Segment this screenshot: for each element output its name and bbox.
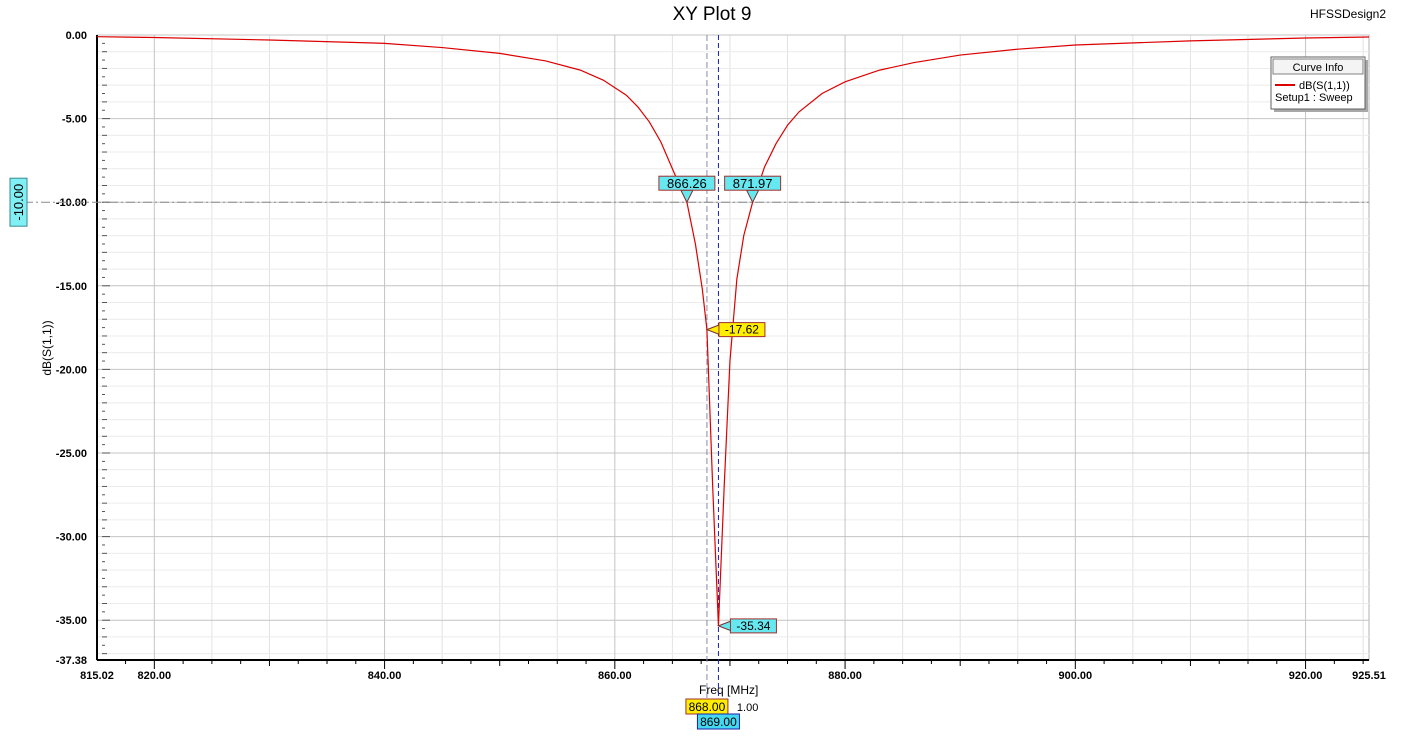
legend-setup-label: Setup1 : Sweep — [1275, 92, 1353, 104]
legend-title-bar — [1272, 58, 1364, 75]
y-tick-label: -5.00 — [62, 114, 87, 126]
marker-box — [724, 175, 782, 191]
x-tick-label: 820.00 — [138, 670, 172, 682]
x-tick-label: 815.02 — [80, 670, 114, 682]
x-tick-label: 860.00 — [598, 670, 632, 682]
y-tick-label: -15.00 — [56, 281, 87, 293]
marker-label: -17.62 — [725, 323, 759, 337]
marker-box — [658, 175, 716, 191]
x-tick-label: 840.00 — [368, 670, 402, 682]
marker-label: 871.97 — [733, 176, 773, 191]
cursor-delta-label: 1.00 — [737, 702, 758, 714]
x-tick-label: 900.00 — [1058, 670, 1092, 682]
marker-label: 866.26 — [667, 176, 707, 191]
reference-line-badge — [9, 177, 28, 227]
grid — [96, 34, 1370, 661]
chart-title: XY Plot 9 — [673, 4, 752, 25]
marker-box — [729, 618, 777, 634]
x-axis-title: Freq [MHz] — [699, 683, 758, 697]
cursor-value-label: 868.00 — [689, 700, 726, 714]
x-tick-label: 920.00 — [1289, 670, 1323, 682]
y-tick-label: -10.00 — [56, 197, 87, 209]
x-tick-label: 925.51 — [1352, 670, 1386, 682]
reference-line-label: -10.00 — [11, 184, 26, 221]
legend-series-label: dB(S(1,1)) — [1299, 80, 1350, 92]
y-tick-label: -25.00 — [56, 448, 87, 460]
legend-title: Curve Info — [1293, 62, 1344, 74]
y-tick-label: 0.00 — [66, 30, 87, 42]
y-tick-label: -37.38 — [56, 655, 87, 667]
cursor-value-box — [696, 713, 740, 730]
y-axis-title: dB(S(1,1)) — [40, 320, 54, 375]
y-tick-label: -35.00 — [56, 615, 87, 627]
marker-label: -35.34 — [736, 619, 770, 633]
marker-box — [718, 322, 766, 338]
plot-area — [96, 34, 1370, 661]
design-name: HFSSDesign2 — [1310, 7, 1386, 21]
legend[interactable]: Curve Info dB(S(1,1))Setup1 : Sweep — [1270, 56, 1368, 112]
y-tick-label: -30.00 — [56, 532, 87, 544]
y-tick-label: -20.00 — [56, 364, 87, 376]
x-tick-label: 880.00 — [828, 670, 862, 682]
cursor-value-label: 869.00 — [700, 715, 737, 729]
axes: 815.02 820.00 840.00 860.00 880.00 900.00 920.… — [40, 30, 1386, 697]
